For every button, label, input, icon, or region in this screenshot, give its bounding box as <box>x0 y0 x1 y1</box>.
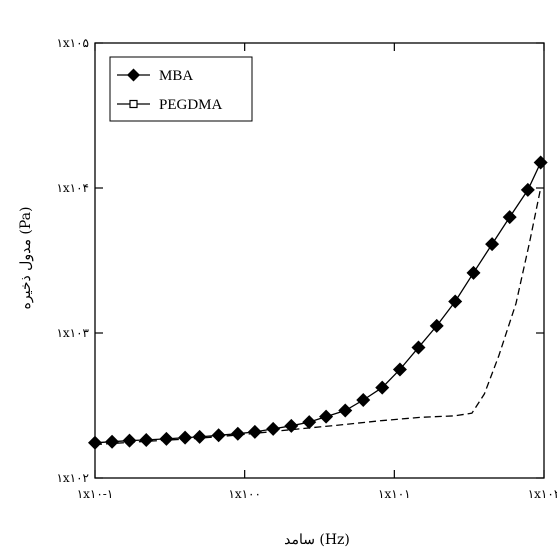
series-line-mba <box>94 162 542 444</box>
legend-item-mba: MBA <box>117 68 193 84</box>
x-axis-title: سامد (Hz) <box>284 532 350 548</box>
data-point-mba <box>284 418 299 433</box>
data-point-mba <box>485 237 500 252</box>
legend-box <box>109 56 253 122</box>
plot-frame <box>94 42 545 479</box>
data-point-mba <box>247 424 262 439</box>
x-tick-label: ۱x۱۰-۱ <box>77 487 114 501</box>
data-point-mba <box>375 380 390 395</box>
legend-marker-pegdma <box>129 99 138 109</box>
data-point-mba <box>178 430 193 445</box>
legend: MBA PEGDMA <box>109 56 253 122</box>
data-point-mba <box>192 429 207 444</box>
data-point-mba <box>88 435 102 450</box>
data-point-mba <box>411 340 426 355</box>
x-tick-label: ۱x۱۰۰ <box>228 487 261 501</box>
data-point-mba <box>338 403 353 418</box>
data-point-mba <box>302 415 317 430</box>
data-point-mba <box>392 362 407 377</box>
data-point-mba <box>356 393 371 408</box>
data-point-mba <box>429 318 444 333</box>
data-point-mba <box>448 294 463 309</box>
y-axis-title: مدول ذخیره (Pa) <box>18 207 34 310</box>
series-line-pegdma <box>94 187 542 446</box>
data-point-mba <box>319 409 334 424</box>
series-layer <box>88 155 548 450</box>
data-point-mba <box>520 182 535 197</box>
axes: ۱x۱۰-۱ ۱x۱۰۰ ۱x۱۰۱ ۱x۱۰۲ ۱x۱۰۲ ۱x۱۰۳ ۱x۱۰۴ ۱x۱۰… <box>56 36 557 501</box>
x-tick-label: ۱x۱۰۲ <box>528 487 557 501</box>
data-point-mba <box>533 155 548 170</box>
legend-label-pegdma: PEGDMA <box>159 97 223 113</box>
legend-item-pegdma: PEGDMA <box>117 97 223 113</box>
data-point-mba <box>159 431 174 446</box>
y-tick-label: ۱x۱۰۲ <box>56 471 89 485</box>
legend-marker-mba <box>127 68 140 82</box>
legend-label-mba: MBA <box>159 68 193 84</box>
data-point-mba <box>105 434 120 449</box>
data-point-mba <box>230 426 245 441</box>
y-tick-label: ۱x۱۰۵ <box>56 36 89 50</box>
data-point-mba <box>466 265 481 280</box>
x-tick-label: ۱x۱۰۱ <box>378 487 411 501</box>
data-point-mba <box>266 421 281 436</box>
data-point-mba <box>122 433 137 448</box>
y-tick-label: ۱x۱۰۳ <box>56 326 89 340</box>
data-point-mba <box>502 210 517 225</box>
data-point-mba <box>139 432 154 447</box>
y-tick-label: ۱x۱۰۴ <box>56 181 89 195</box>
data-point-mba <box>211 428 226 443</box>
